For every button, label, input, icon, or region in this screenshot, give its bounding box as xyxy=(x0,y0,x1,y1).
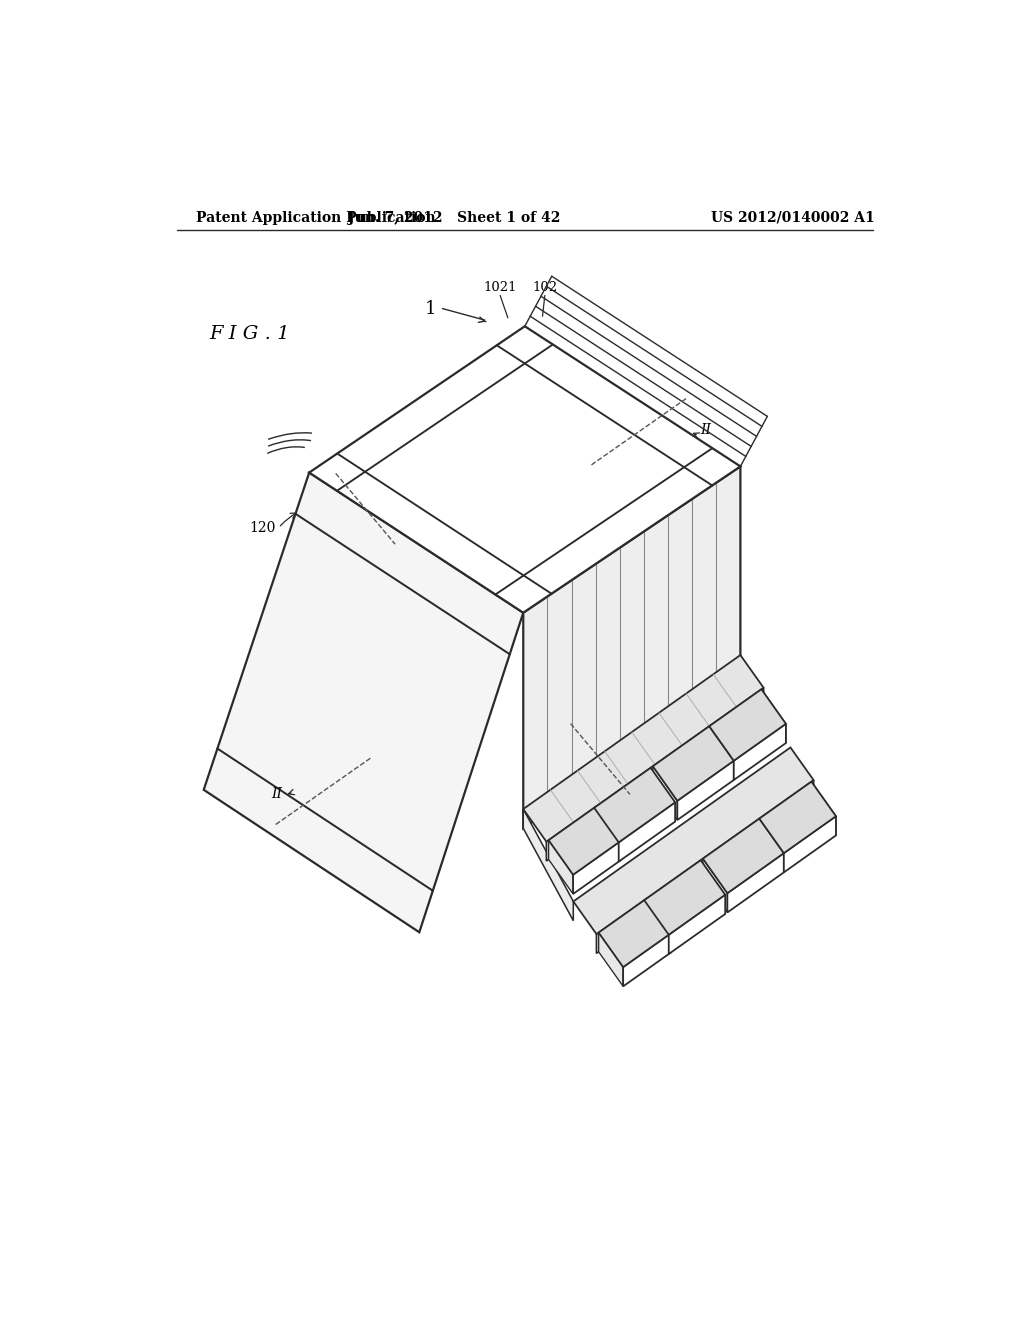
Polygon shape xyxy=(677,760,734,820)
Text: III: III xyxy=(631,733,647,747)
Polygon shape xyxy=(653,766,677,820)
Polygon shape xyxy=(646,899,671,953)
Text: II: II xyxy=(271,787,283,800)
Polygon shape xyxy=(700,861,725,913)
Polygon shape xyxy=(309,326,740,612)
Polygon shape xyxy=(669,895,725,954)
Text: III: III xyxy=(340,475,356,488)
Text: US 2012/0140002 A1: US 2012/0140002 A1 xyxy=(711,211,874,224)
Polygon shape xyxy=(710,726,734,780)
Polygon shape xyxy=(573,747,814,935)
Polygon shape xyxy=(523,809,573,921)
Polygon shape xyxy=(599,932,624,986)
Polygon shape xyxy=(702,818,783,894)
Polygon shape xyxy=(204,473,523,932)
Polygon shape xyxy=(573,841,621,894)
Polygon shape xyxy=(644,861,725,935)
Polygon shape xyxy=(783,816,836,873)
Polygon shape xyxy=(549,807,621,875)
Polygon shape xyxy=(762,689,785,743)
Text: II: II xyxy=(700,424,712,437)
Polygon shape xyxy=(549,840,573,894)
Polygon shape xyxy=(702,858,727,912)
Polygon shape xyxy=(596,807,621,861)
Polygon shape xyxy=(594,808,618,862)
Polygon shape xyxy=(811,781,836,836)
Polygon shape xyxy=(644,900,669,954)
Text: 1: 1 xyxy=(425,300,436,318)
Polygon shape xyxy=(547,688,764,861)
Polygon shape xyxy=(618,803,675,862)
Text: 102: 102 xyxy=(532,281,557,294)
Polygon shape xyxy=(734,723,785,780)
Text: F I G . 1: F I G . 1 xyxy=(210,325,290,343)
Polygon shape xyxy=(653,726,734,801)
Text: 1021: 1021 xyxy=(483,281,517,294)
Polygon shape xyxy=(523,655,764,842)
Polygon shape xyxy=(596,780,814,953)
Polygon shape xyxy=(760,818,783,873)
Polygon shape xyxy=(650,768,675,821)
Text: 120: 120 xyxy=(249,521,275,535)
Polygon shape xyxy=(523,466,740,829)
Polygon shape xyxy=(594,768,675,842)
Text: Patent Application Publication: Patent Application Publication xyxy=(196,211,435,224)
Polygon shape xyxy=(710,726,734,780)
Text: Jun. 7, 2012   Sheet 1 of 42: Jun. 7, 2012 Sheet 1 of 42 xyxy=(348,211,560,224)
Polygon shape xyxy=(624,933,671,986)
Polygon shape xyxy=(760,781,836,853)
Polygon shape xyxy=(710,689,785,760)
Polygon shape xyxy=(599,899,671,968)
Polygon shape xyxy=(760,818,783,873)
Polygon shape xyxy=(727,853,783,912)
